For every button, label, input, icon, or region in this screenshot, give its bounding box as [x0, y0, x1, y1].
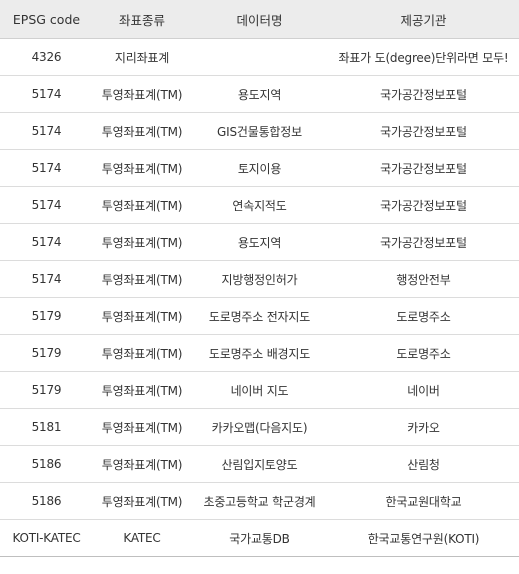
cell-epsg-code: 5174	[0, 112, 93, 150]
cell-epsg-code: 5181	[0, 408, 93, 446]
table-row: KOTI-KATEC KATEC 국가교통DB 한국교통연구원(KOTI)	[0, 519, 519, 557]
table-row: 5179 투영좌표계(TM) 도로명주소 배경지도 도로명주소	[0, 334, 519, 372]
cell-epsg-code: 5179	[0, 334, 93, 372]
cell-epsg-code: 5174	[0, 149, 93, 187]
header-coordinate-type: 좌표종류	[93, 0, 191, 39]
cell-coordinate-type: 투영좌표계(TM)	[93, 334, 191, 372]
cell-epsg-code: 5186	[0, 482, 93, 520]
cell-coordinate-type: 투영좌표계(TM)	[93, 371, 191, 409]
cell-provider: 좌표가 도(degree)단위라면 모두!	[328, 38, 519, 76]
cell-data-name	[191, 38, 328, 76]
cell-coordinate-type: 투영좌표계(TM)	[93, 445, 191, 483]
cell-data-name: 네이버 지도	[191, 371, 328, 409]
cell-data-name: 도로명주소 배경지도	[191, 334, 328, 372]
epsg-table: EPSG code 좌표종류 데이터명 제공기관 4326 지리좌표계 좌표가 …	[0, 0, 519, 557]
cell-coordinate-type: 투영좌표계(TM)	[93, 149, 191, 187]
cell-data-name: 국가교통DB	[191, 519, 328, 557]
cell-epsg-code: 5174	[0, 223, 93, 261]
cell-coordinate-type: 투영좌표계(TM)	[93, 260, 191, 298]
cell-coordinate-type: 투영좌표계(TM)	[93, 223, 191, 261]
table-row: 5186 투영좌표계(TM) 산림입지토양도 산림청	[0, 445, 519, 483]
table-row: 4326 지리좌표계 좌표가 도(degree)단위라면 모두!	[0, 38, 519, 76]
cell-epsg-code: KOTI-KATEC	[0, 519, 93, 557]
header-provider: 제공기관	[328, 0, 519, 39]
cell-coordinate-type: 투영좌표계(TM)	[93, 186, 191, 224]
cell-coordinate-type: 투영좌표계(TM)	[93, 482, 191, 520]
cell-data-name: 초중고등학교 학군경계	[191, 482, 328, 520]
table-row: 5174 투영좌표계(TM) 지방행정인허가 행정안전부	[0, 260, 519, 298]
cell-data-name: 산림입지토양도	[191, 445, 328, 483]
header-row: EPSG code 좌표종류 데이터명 제공기관	[0, 0, 519, 39]
cell-coordinate-type: 투영좌표계(TM)	[93, 75, 191, 113]
cell-epsg-code: 4326	[0, 38, 93, 76]
cell-epsg-code: 5186	[0, 445, 93, 483]
cell-data-name: 토지이용	[191, 149, 328, 187]
cell-epsg-code: 5179	[0, 371, 93, 409]
cell-data-name: 용도지역	[191, 223, 328, 261]
cell-epsg-code: 5174	[0, 260, 93, 298]
cell-coordinate-type: 투영좌표계(TM)	[93, 297, 191, 335]
table-row: 5179 투영좌표계(TM) 도로명주소 전자지도 도로명주소	[0, 297, 519, 335]
cell-coordinate-type: 투영좌표계(TM)	[93, 408, 191, 446]
cell-data-name: 도로명주소 전자지도	[191, 297, 328, 335]
table-row: 5174 투영좌표계(TM) 용도지역 국가공간정보포털	[0, 75, 519, 113]
cell-data-name: 용도지역	[191, 75, 328, 113]
cell-provider: 산림청	[328, 445, 519, 483]
cell-coordinate-type: KATEC	[93, 519, 191, 557]
cell-provider: 국가공간정보포털	[328, 186, 519, 224]
table-row: 5174 투영좌표계(TM) GIS건물통합정보 국가공간정보포털	[0, 112, 519, 150]
cell-provider: 도로명주소	[328, 334, 519, 372]
cell-coordinate-type: 투영좌표계(TM)	[93, 112, 191, 150]
table-row: 5179 투영좌표계(TM) 네이버 지도 네이버	[0, 371, 519, 409]
cell-provider: 카카오	[328, 408, 519, 446]
cell-provider: 한국교통연구원(KOTI)	[328, 519, 519, 557]
cell-epsg-code: 5174	[0, 75, 93, 113]
table-row: 5181 투영좌표계(TM) 카카오맵(다음지도) 카카오	[0, 408, 519, 446]
cell-data-name: 연속지적도	[191, 186, 328, 224]
cell-provider: 국가공간정보포털	[328, 223, 519, 261]
cell-data-name: 지방행정인허가	[191, 260, 328, 298]
cell-coordinate-type: 지리좌표계	[93, 38, 191, 76]
table-row: 5174 투영좌표계(TM) 토지이용 국가공간정보포털	[0, 149, 519, 187]
header-data-name: 데이터명	[191, 0, 328, 39]
table-body: 4326 지리좌표계 좌표가 도(degree)단위라면 모두! 5174 투영…	[0, 38, 519, 557]
cell-provider: 도로명주소	[328, 297, 519, 335]
cell-provider: 국가공간정보포털	[328, 112, 519, 150]
table-header: EPSG code 좌표종류 데이터명 제공기관	[0, 0, 519, 39]
cell-data-name: 카카오맵(다음지도)	[191, 408, 328, 446]
table-row: 5174 투영좌표계(TM) 용도지역 국가공간정보포털	[0, 223, 519, 261]
header-epsg-code: EPSG code	[0, 0, 93, 39]
cell-epsg-code: 5179	[0, 297, 93, 335]
table-row: 5174 투영좌표계(TM) 연속지적도 국가공간정보포털	[0, 186, 519, 224]
cell-provider: 네이버	[328, 371, 519, 409]
cell-data-name: GIS건물통합정보	[191, 112, 328, 150]
cell-provider: 한국교원대학교	[328, 482, 519, 520]
cell-epsg-code: 5174	[0, 186, 93, 224]
cell-provider: 국가공간정보포털	[328, 149, 519, 187]
cell-provider: 행정안전부	[328, 260, 519, 298]
table-row: 5186 투영좌표계(TM) 초중고등학교 학군경계 한국교원대학교	[0, 482, 519, 520]
cell-provider: 국가공간정보포털	[328, 75, 519, 113]
